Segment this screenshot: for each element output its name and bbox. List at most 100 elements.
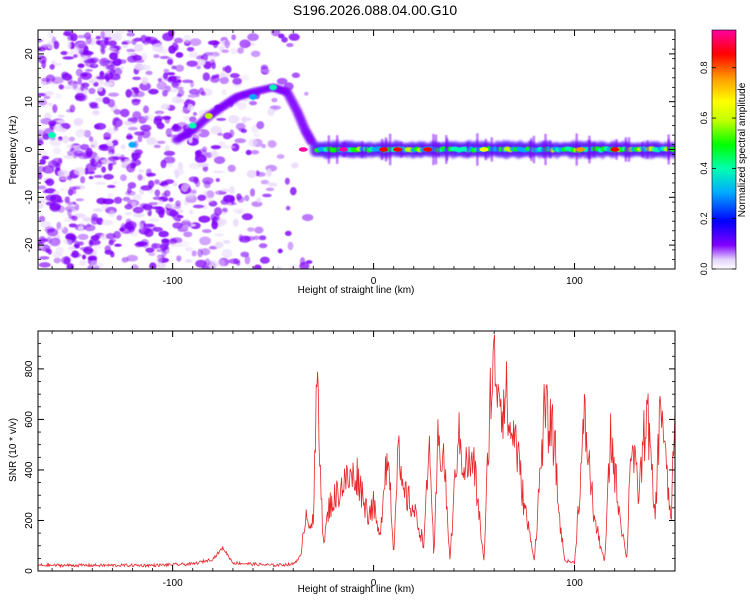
carrier-hotspot <box>479 147 489 152</box>
noise-blob <box>68 223 77 228</box>
carrier-streak <box>496 144 499 155</box>
noise-blob <box>120 108 130 118</box>
noise-blob <box>79 221 85 227</box>
noise-blob <box>38 127 46 133</box>
colorbar: 0.0 0.2 0.4 0.6 0.8 Normalized spectral ampl… <box>699 29 748 275</box>
noise-blob <box>131 38 137 46</box>
noise-blob <box>187 94 198 98</box>
noise-blob <box>168 209 179 217</box>
noise-blob <box>261 143 267 149</box>
noise-blob <box>105 47 118 52</box>
carrier-streak <box>501 144 504 155</box>
noise-blob <box>243 235 255 241</box>
noise-blob <box>239 39 251 49</box>
noise-blob <box>126 48 136 53</box>
curve-hotspot <box>269 84 278 91</box>
carrier-streak <box>667 139 670 160</box>
noise-blob <box>80 143 90 151</box>
curve-hotspot <box>188 122 197 129</box>
noise-blob <box>42 165 55 174</box>
noise-blob <box>171 81 179 89</box>
noise-blob <box>192 134 200 142</box>
noise-blob <box>67 40 72 50</box>
noise-blob <box>83 32 92 40</box>
noise-blob <box>137 134 143 143</box>
noise-blob <box>120 154 126 164</box>
noise-blob <box>63 31 72 37</box>
noise-blob <box>202 203 208 210</box>
noise-blob <box>237 47 245 54</box>
noise-blob <box>170 125 182 132</box>
noise-blob <box>167 57 174 66</box>
noise-blob <box>149 262 157 269</box>
noise-blob <box>200 248 211 256</box>
noise-blob <box>285 205 291 211</box>
noise-blob <box>159 55 170 60</box>
noise-blob <box>57 114 65 118</box>
noise-blob <box>146 36 158 45</box>
noise-blob <box>66 51 75 56</box>
snr-frame <box>37 330 676 572</box>
noise-blob <box>132 54 143 61</box>
noise-blob <box>153 54 160 59</box>
noise-blob <box>299 261 310 269</box>
noise-blob <box>156 81 168 90</box>
carrier-streak <box>388 133 392 166</box>
carrier-streak <box>627 137 631 162</box>
noise-blob <box>214 189 220 196</box>
noise-blob <box>131 98 142 103</box>
carrier-streak <box>466 142 470 157</box>
noise-blob <box>241 213 253 221</box>
noise-blob <box>177 162 184 170</box>
noise-blob <box>42 190 49 194</box>
noise-blob <box>168 75 177 82</box>
noise-blob <box>219 76 229 85</box>
noise-blob <box>217 218 222 228</box>
noise-blob <box>104 70 111 75</box>
colorbar-label: Normalized spectral amplitude <box>737 82 748 217</box>
noise-blob <box>95 40 101 45</box>
noise-blob <box>93 244 102 249</box>
noise-blob <box>94 181 106 185</box>
x-tick-label: -100 <box>163 276 183 287</box>
noise-blob <box>38 136 44 144</box>
noise-blob <box>49 237 61 247</box>
noise-blob <box>267 140 277 148</box>
noise-blob <box>49 64 55 70</box>
noise-blob <box>90 235 100 241</box>
snr-plot-area <box>38 331 675 571</box>
noise-blob <box>258 235 267 241</box>
noise-blob <box>44 90 54 97</box>
noise-blob <box>154 179 160 185</box>
noise-blob <box>160 243 168 251</box>
noise-blob <box>247 227 255 232</box>
noise-blob <box>165 144 170 153</box>
noise-blob <box>55 162 61 171</box>
noise-blob <box>213 156 226 165</box>
noise-blob <box>73 166 86 176</box>
noise-blob <box>168 197 174 203</box>
noise-blob <box>68 246 76 251</box>
noise-blob <box>163 68 170 73</box>
carrier-streak <box>549 140 552 159</box>
noise-blob <box>276 77 288 85</box>
noise-blob <box>61 71 69 79</box>
noise-blob <box>176 255 182 262</box>
noise-blob <box>46 41 55 50</box>
noise-blob <box>58 176 70 181</box>
noise-blob <box>138 223 145 230</box>
noise-blob <box>67 75 73 85</box>
noise-blob <box>38 243 44 249</box>
noise-blob <box>49 204 61 212</box>
noise-blob <box>157 78 162 83</box>
noise-blob <box>47 30 54 39</box>
snr-ylabel: SNR (10 * v/v) <box>8 418 19 482</box>
noise-blob <box>122 44 129 48</box>
noise-blob <box>109 238 117 243</box>
noise-blob <box>41 155 50 160</box>
noise-blob <box>204 258 211 267</box>
noise-blob <box>288 33 300 41</box>
noise-blob <box>38 236 47 245</box>
carrier-streak <box>434 134 438 165</box>
noise-blob <box>182 225 190 230</box>
